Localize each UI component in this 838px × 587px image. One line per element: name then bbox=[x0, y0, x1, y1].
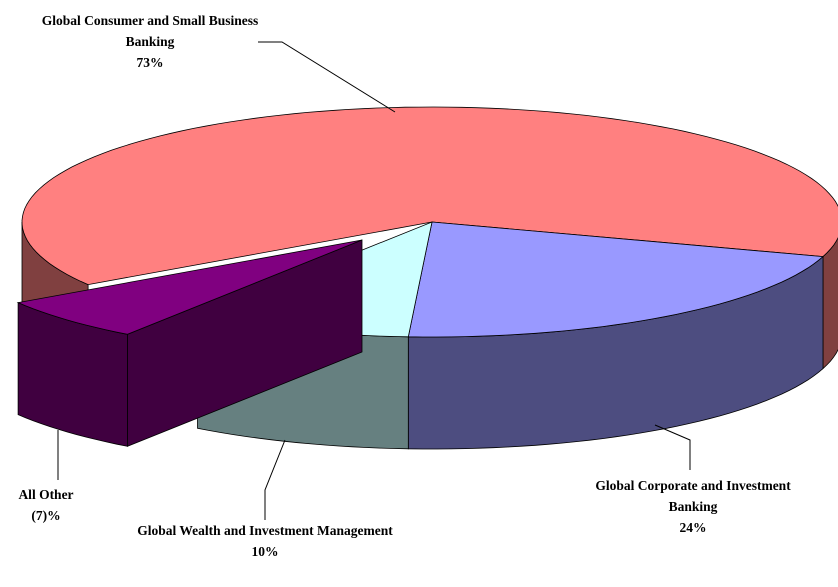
leader-line bbox=[258, 41, 396, 113]
leader-line bbox=[264, 439, 286, 520]
label-name: Global Consumer and Small Business Banki… bbox=[41, 13, 259, 49]
slice bbox=[16, 239, 363, 335]
label-value: (7)% bbox=[31, 508, 61, 523]
slice-label: All Other (7)% bbox=[0, 484, 92, 526]
label-value: 24% bbox=[679, 520, 707, 535]
label-name: Global Wealth and Investment Management bbox=[137, 523, 393, 538]
slice-label: Global Consumer and Small Business Banki… bbox=[40, 10, 260, 73]
label-name: Global Corporate and Investment Banking bbox=[595, 478, 791, 514]
leader-lines bbox=[57, 41, 691, 520]
label-value: 10% bbox=[251, 544, 279, 559]
slice bbox=[21, 106, 838, 286]
label-value: 73% bbox=[136, 55, 164, 70]
leader-line bbox=[654, 424, 691, 470]
slice-label: Global Wealth and Investment Management … bbox=[135, 520, 395, 562]
slice-label: Global Corporate and Investment Banking … bbox=[583, 475, 803, 538]
slices bbox=[16, 106, 838, 450]
slice bbox=[407, 221, 825, 338]
label-name: All Other bbox=[18, 487, 74, 502]
